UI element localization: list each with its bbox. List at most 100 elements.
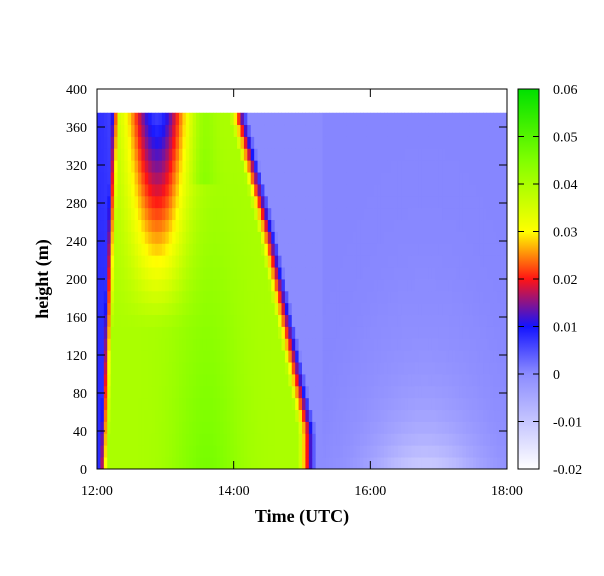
heatmap-cell	[397, 374, 402, 387]
heatmap-cell	[216, 243, 221, 256]
heatmap-cell	[332, 184, 337, 197]
heatmap-cell	[148, 302, 153, 316]
heatmap-cell	[336, 184, 340, 197]
heatmap-cell	[240, 397, 245, 411]
heatmap-cell	[414, 195, 419, 209]
heatmap-cell	[459, 302, 463, 316]
heatmap-cell	[380, 267, 385, 280]
heatmap-cell	[291, 350, 296, 363]
heatmap-cell	[114, 148, 118, 161]
heatmap-cell	[425, 362, 429, 375]
heatmap-cell	[428, 267, 433, 280]
heatmap-cell	[428, 302, 433, 316]
heatmap-cell	[230, 219, 235, 232]
heatmap-cell	[124, 184, 129, 197]
heatmap-cell	[401, 314, 405, 327]
heatmap-cell	[298, 314, 303, 327]
heatmap-cell	[302, 207, 306, 221]
heatmap-cell	[281, 124, 286, 137]
heatmap-cell	[469, 302, 474, 316]
heatmap-cell	[302, 397, 306, 411]
heatmap-cell	[243, 409, 248, 422]
heatmap-cell	[312, 457, 317, 470]
heatmap-cell	[435, 302, 440, 316]
heatmap-cell	[452, 267, 457, 280]
heatmap-cell	[438, 385, 443, 399]
heatmap-cell	[120, 148, 125, 161]
heatmap-cell	[223, 362, 228, 375]
heatmap-cell	[373, 112, 378, 126]
heatmap-cell	[281, 184, 286, 197]
heatmap-cell	[250, 243, 255, 256]
heatmap-cell	[124, 195, 129, 209]
heatmap-cell	[401, 350, 405, 363]
heatmap-cell	[421, 314, 426, 327]
heatmap-cell	[117, 314, 122, 327]
heatmap-cell	[168, 302, 173, 316]
heatmap-cell	[483, 421, 487, 434]
heatmap-cell	[202, 445, 207, 458]
heatmap-cell	[189, 136, 194, 149]
heatmap-cell	[442, 112, 446, 126]
heatmap-cell	[387, 267, 392, 280]
heatmap-cell	[319, 421, 323, 434]
heatmap-cell	[281, 243, 286, 256]
heatmap-cell	[469, 409, 474, 422]
heatmap-cell	[254, 314, 258, 327]
heatmap-cell	[185, 397, 190, 411]
heatmap-cell	[346, 433, 351, 446]
heatmap-cell	[131, 148, 135, 161]
heatmap-cell	[394, 362, 399, 375]
heatmap-cell	[185, 255, 190, 268]
heatmap-cell	[172, 255, 176, 268]
heatmap-cell	[325, 207, 330, 221]
heatmap-cell	[366, 243, 371, 256]
heatmap-cell	[220, 445, 224, 458]
heatmap-cell	[332, 290, 337, 304]
heatmap-cell	[298, 136, 303, 149]
heatmap-cell	[370, 385, 375, 399]
heatmap-cell	[414, 279, 419, 292]
heatmap-cell	[124, 124, 129, 137]
heatmap-cell	[404, 148, 409, 161]
heatmap-cell	[261, 219, 265, 232]
heatmap-cell	[373, 136, 378, 149]
heatmap-cell	[489, 457, 494, 470]
heatmap-cell	[418, 207, 422, 221]
heatmap-cell	[401, 148, 405, 161]
heatmap-cell	[261, 172, 265, 185]
heatmap-cell	[172, 279, 176, 292]
heatmap-cell	[418, 338, 422, 351]
heatmap-cell	[134, 267, 139, 280]
heatmap-cell	[103, 397, 108, 411]
heatmap-cell	[469, 112, 474, 126]
heatmap-cell	[339, 231, 344, 244]
heatmap-cell	[384, 326, 388, 339]
heatmap-cell	[421, 433, 426, 446]
heatmap-cell	[144, 397, 149, 411]
heatmap-cell	[254, 207, 258, 221]
heatmap-cell	[448, 421, 453, 434]
heatmap-cell	[264, 302, 269, 316]
heatmap-cell	[220, 136, 224, 149]
heatmap-cell	[100, 314, 105, 327]
heatmap-cell	[445, 326, 450, 339]
heatmap-cell	[435, 338, 440, 351]
heatmap-cell	[483, 172, 487, 185]
heatmap-cell	[353, 385, 358, 399]
heatmap-cell	[339, 195, 344, 209]
heatmap-cell	[322, 397, 327, 411]
heatmap-cell	[493, 385, 498, 399]
heatmap-cell	[452, 148, 457, 161]
heatmap-cell	[127, 112, 132, 126]
heatmap-cell	[479, 290, 484, 304]
heatmap-cell	[240, 326, 245, 339]
heatmap-cell	[496, 326, 501, 339]
heatmap-cell	[237, 385, 241, 399]
heatmap-cell	[500, 279, 504, 292]
heatmap-cell	[271, 184, 276, 197]
heatmap-cell	[394, 445, 399, 458]
heatmap-cell	[503, 172, 508, 185]
heatmap-cell	[476, 362, 481, 375]
heatmap-cell	[500, 195, 504, 209]
